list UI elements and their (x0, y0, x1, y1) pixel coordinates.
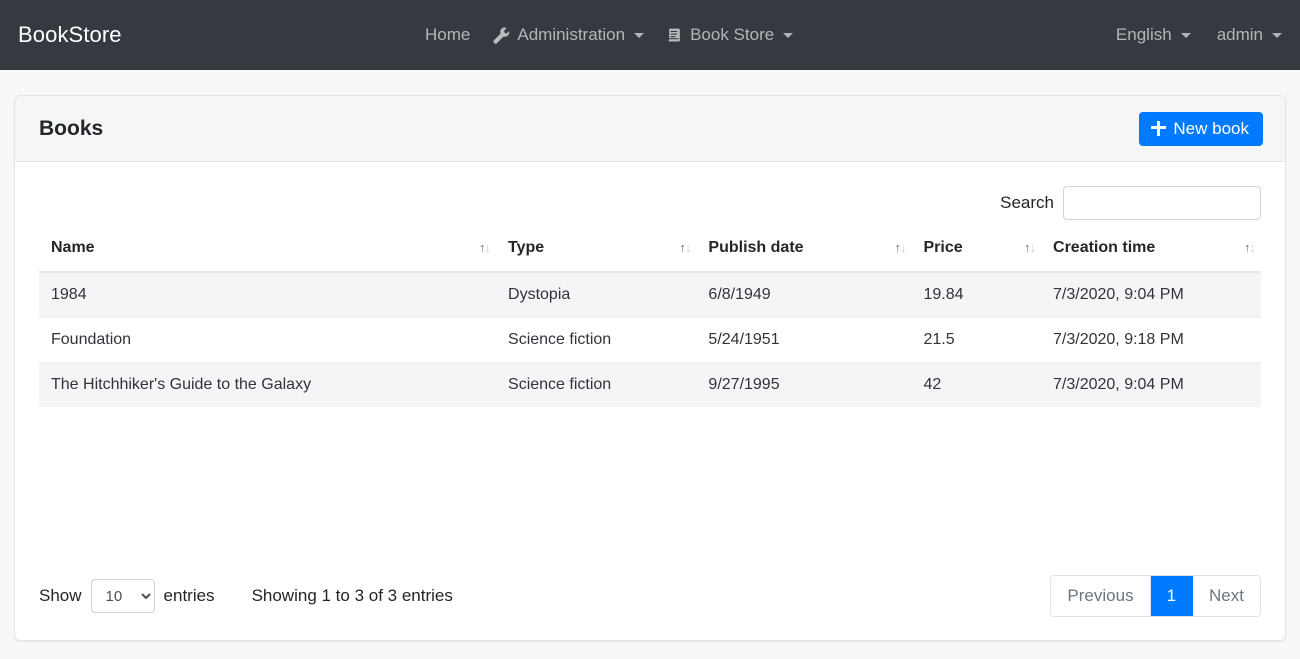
column-header-publish-date-label: Publish date (708, 239, 804, 256)
search-row: Search (39, 162, 1261, 220)
table-footer: Show 10 25 50 100 entries Showing 1 to 3… (39, 575, 1261, 617)
column-header-name-label: Name (51, 239, 95, 256)
chevron-down-icon (1272, 32, 1282, 38)
cell-price: 42 (911, 362, 1042, 407)
entries-label: entries (163, 586, 215, 606)
nav-item-home[interactable]: Home (425, 25, 470, 45)
user-menu-label: admin (1216, 25, 1263, 44)
books-card: Books New book Search Name ↑↓ (14, 95, 1286, 641)
column-header-creation-time-label: Creation time (1053, 239, 1156, 256)
sort-icon: ↑↓ (1244, 240, 1256, 255)
user-menu[interactable]: admin (1217, 25, 1282, 45)
cell-price: 19.84 (911, 271, 1042, 318)
cell-price: 21.5 (911, 317, 1042, 363)
plus-icon (1151, 120, 1167, 136)
table-head: Name ↑↓ Type ↑↓ Publish date ↑↓ Price ↑↓ (39, 239, 1261, 273)
page-length-group: Show 10 25 50 100 entries (39, 579, 215, 614)
search-label: Search (1000, 193, 1054, 212)
cell-creation-time: 7/3/2020, 9:04 PM (1041, 271, 1261, 318)
sort-icon: ↑↓ (679, 240, 691, 255)
nav-item-administration-label: Administration (517, 25, 626, 44)
card-body: Search Name ↑↓ Type ↑↓ (15, 162, 1285, 640)
cell-publish-date: 5/24/1951 (696, 317, 912, 363)
pagination-next[interactable]: Next (1193, 576, 1260, 616)
table-row[interactable]: The Hitchhiker's Guide to the Galaxy Sci… (39, 362, 1261, 407)
pagination: Previous 1 Next (1050, 575, 1261, 617)
language-selector-label: English (1115, 25, 1172, 44)
table-row[interactable]: Foundation Science fiction 5/24/1951 21.… (39, 317, 1261, 363)
column-header-price[interactable]: Price ↑↓ (911, 239, 1042, 273)
cell-name: 1984 (39, 271, 497, 318)
column-header-name[interactable]: Name ↑↓ (39, 239, 497, 273)
brand-logo[interactable]: BookStore (18, 22, 122, 47)
new-book-button-label: New book (1173, 118, 1249, 138)
nav-item-administration[interactable]: Administration (492, 25, 645, 45)
pagination-page-1[interactable]: 1 (1150, 576, 1194, 616)
card-header: Books New book (15, 96, 1285, 162)
column-header-creation-time[interactable]: Creation time ↑↓ (1041, 239, 1261, 273)
nav-item-home-label: Home (425, 25, 471, 44)
primary-nav: Home Administration Book Store (425, 25, 794, 45)
nav-item-book-store[interactable]: Book Store (666, 25, 794, 45)
page-title: Books (39, 116, 104, 140)
table-info: Showing 1 to 3 of 3 entries (251, 586, 453, 606)
sort-icon: ↑↓ (1024, 240, 1036, 255)
wrench-icon (492, 26, 510, 44)
new-book-button[interactable]: New book (1139, 111, 1263, 146)
cell-creation-time: 7/3/2020, 9:18 PM (1041, 317, 1261, 363)
column-header-publish-date[interactable]: Publish date ↑↓ (696, 239, 912, 273)
chevron-down-icon (783, 32, 794, 38)
book-icon (666, 27, 683, 44)
sort-icon: ↑↓ (894, 240, 906, 255)
chevron-down-icon (634, 32, 645, 38)
column-header-type-label: Type (508, 239, 545, 256)
sort-icon: ↑↓ (479, 240, 491, 255)
chevron-down-icon (1180, 32, 1191, 38)
language-selector[interactable]: English (1116, 25, 1191, 45)
cell-type: Science fiction (496, 362, 697, 407)
column-header-price-label: Price (923, 239, 963, 256)
secondary-nav: English admin (1116, 25, 1282, 45)
books-table: Name ↑↓ Type ↑↓ Publish date ↑↓ Price ↑↓ (39, 239, 1261, 407)
cell-name: The Hitchhiker's Guide to the Galaxy (39, 362, 497, 407)
cell-type: Dystopia (496, 271, 697, 318)
cell-name: Foundation (39, 317, 497, 363)
cell-creation-time: 7/3/2020, 9:04 PM (1041, 362, 1261, 407)
page-length-select[interactable]: 10 25 50 100 (90, 579, 155, 614)
pagination-previous[interactable]: Previous (1051, 576, 1151, 616)
show-label: Show (39, 586, 82, 606)
cell-publish-date: 9/27/1995 (696, 362, 912, 407)
table-row[interactable]: 1984 Dystopia 6/8/1949 19.84 7/3/2020, 9… (39, 271, 1261, 318)
cell-type: Science fiction (496, 317, 697, 363)
table-body: 1984 Dystopia 6/8/1949 19.84 7/3/2020, 9… (39, 271, 1261, 407)
cell-publish-date: 6/8/1949 (696, 271, 912, 318)
column-header-type[interactable]: Type ↑↓ (496, 239, 697, 273)
top-navbar: BookStore Home Administration Book Store (0, 0, 1300, 70)
table-header-row: Name ↑↓ Type ↑↓ Publish date ↑↓ Price ↑↓ (39, 239, 1261, 273)
nav-item-book-store-label: Book Store (690, 25, 775, 44)
search-input[interactable] (1063, 186, 1261, 220)
